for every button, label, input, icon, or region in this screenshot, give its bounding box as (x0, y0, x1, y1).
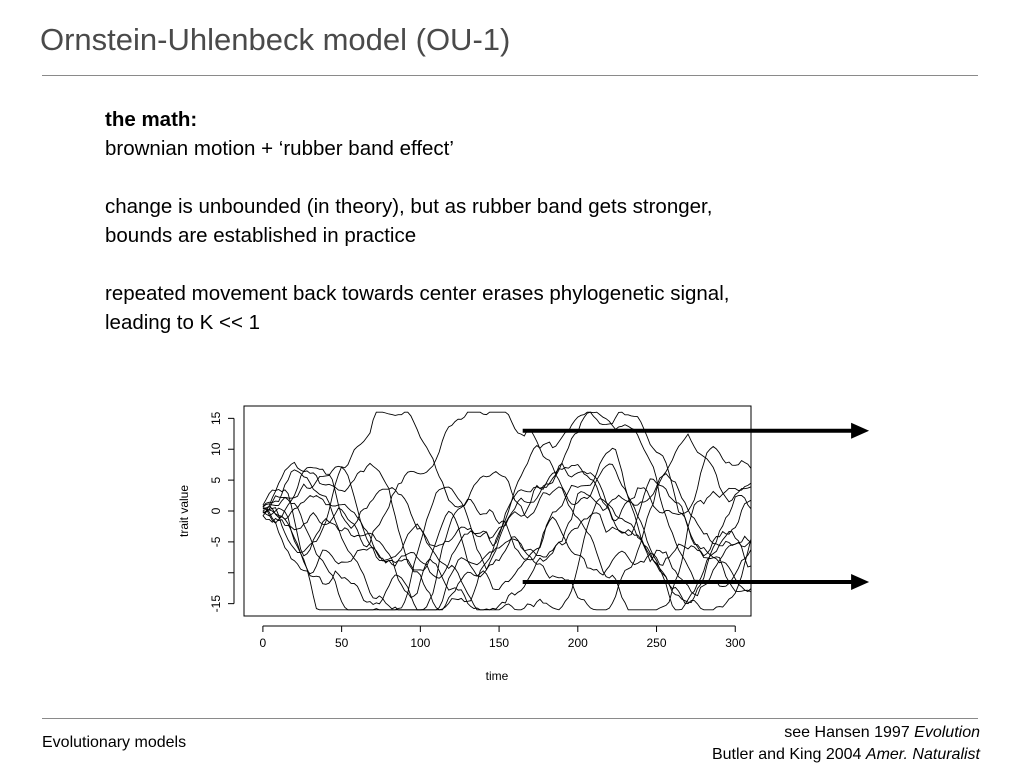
arrow-layer (522, 422, 870, 591)
trajectory-line (262, 411, 752, 593)
signal-line-1: repeated movement back towards center er… (105, 282, 730, 305)
trajectory-line (262, 433, 752, 611)
ref-hansen-journal: Evolution (914, 724, 980, 741)
brownian-text: brownian motion + (105, 137, 274, 160)
ou-simulation-chart: 0 50 100 150 200 250 300 -15 -5 0 5 10 15 time trai… (177, 405, 870, 683)
trajectory-line (262, 462, 752, 597)
x-tick-label: 250 (647, 636, 667, 650)
unbounded-line-2: bounds are established in practice (105, 224, 417, 247)
y-tick-label: 10 (209, 442, 223, 456)
footer-references: see Hansen 1997 Evolution Butler and Kin… (712, 722, 980, 766)
slide-body: the math: brownian motion + ‘rubber band… (105, 105, 925, 337)
bound-arrow-head (851, 574, 870, 591)
trajectory-line (262, 445, 752, 575)
spacer (105, 163, 925, 192)
ref-butler-journal: Amer. Naturalist (865, 746, 980, 763)
trajectory-line (262, 411, 752, 611)
rubber-band-quote: ‘rubber band effect’ (278, 137, 454, 160)
x-tick-label: 100 (410, 636, 430, 650)
x-axis: 0 50 100 150 200 250 300 (260, 625, 746, 650)
bound-arrow-head (851, 422, 870, 439)
trajectory-line (262, 466, 752, 611)
x-tick-label: 200 (568, 636, 588, 650)
trajectory-line (262, 461, 752, 611)
y-tick-label: 5 (209, 476, 223, 483)
y-tick-label: 0 (209, 507, 223, 514)
y-axis-label: trait value (177, 485, 191, 537)
trajectory-line (262, 472, 752, 611)
trajectory-line (262, 447, 752, 611)
title-divider (42, 75, 978, 76)
math-line: brownian motion + ‘rubber band effect’ (105, 134, 925, 163)
trajectory-line (262, 411, 752, 611)
series-layer (262, 411, 752, 611)
unbounded-line-1: change is unbounded (in theory), but as … (105, 195, 713, 218)
plot-frame (243, 405, 752, 617)
x-tick-label: 0 (260, 636, 267, 650)
y-tick-label: -15 (209, 595, 223, 613)
slide-title: Ornstein-Uhlenbeck model (OU-1) (40, 22, 511, 57)
x-tick-label: 300 (725, 636, 745, 650)
footer-course: Evolutionary models (42, 734, 187, 751)
footer-divider (42, 718, 978, 719)
math-heading: the math: (105, 108, 198, 131)
reference-butler-king: Butler and King 2004 Amer. Naturalist (712, 744, 980, 766)
trajectory-line (262, 411, 752, 611)
y-tick-label: 15 (209, 411, 223, 425)
x-tick-label: 50 (335, 636, 349, 650)
reference-hansen: see Hansen 1997 Evolution (712, 722, 980, 744)
ref-hansen-text: see Hansen 1997 (784, 724, 910, 741)
signal-line-2: leading to K << 1 (105, 311, 261, 334)
y-tick-label: -5 (209, 536, 223, 547)
ref-butler-text: Butler and King 2004 (711, 746, 862, 763)
y-axis: -15 -5 0 5 10 15 (209, 411, 235, 613)
spacer (105, 250, 925, 279)
x-axis-label: time (486, 669, 509, 683)
x-tick-label: 150 (489, 636, 509, 650)
